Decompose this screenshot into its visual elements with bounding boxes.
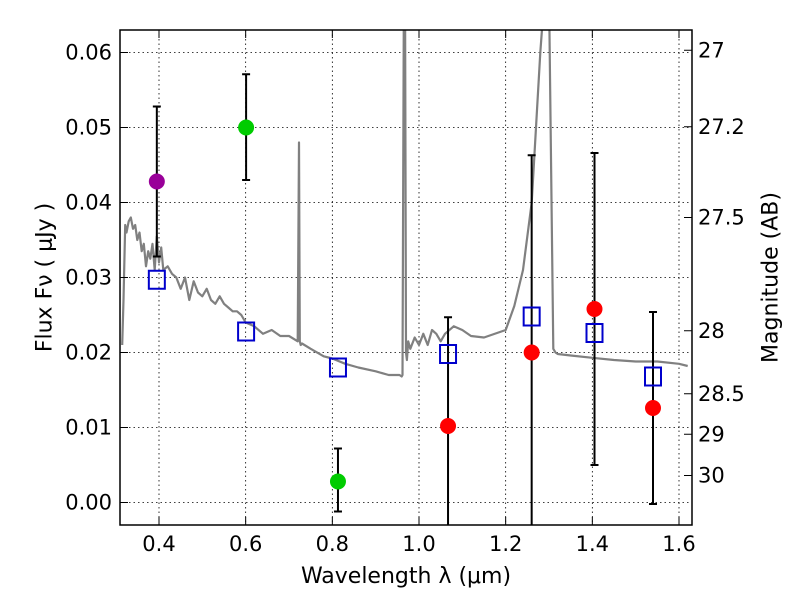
y-tick-label: 0.03 bbox=[65, 266, 112, 290]
magnitude-tick-label: 30 bbox=[698, 464, 725, 488]
x-tick-label: 0.4 bbox=[142, 532, 175, 556]
magnitude-tick-label: 27 bbox=[698, 38, 725, 62]
y-tick-label: 0.05 bbox=[65, 116, 112, 140]
magnitude-tick-label: 28 bbox=[698, 319, 725, 343]
x-tick-label: 0.6 bbox=[229, 532, 262, 556]
x-tick-label: 1.2 bbox=[489, 532, 522, 556]
observed-flux-markers bbox=[148, 119, 661, 490]
magnitude-tick-labels: 27 27.2 27.5 28 28.5 29 30 bbox=[698, 38, 745, 487]
x-tick-label: 1.0 bbox=[402, 532, 435, 556]
observed-flux-point bbox=[586, 301, 603, 317]
observed-flux-point bbox=[238, 119, 255, 136]
model-spectrum-line bbox=[121, 30, 688, 378]
magnitude-tick-label: 27.5 bbox=[698, 206, 745, 230]
x-tick-labels: 0.4 0.6 0.8 1.0 1.2 1.4 1.6 bbox=[142, 532, 695, 556]
model-flux-square bbox=[644, 366, 662, 387]
model-flux-square bbox=[328, 357, 347, 378]
y-tick-label: 0.02 bbox=[65, 341, 112, 365]
grid-lines bbox=[120, 30, 692, 525]
model-photometry-markers bbox=[147, 269, 662, 387]
model-flux-square bbox=[585, 323, 604, 343]
y-tick-labels: 0.00 0.01 0.02 0.03 0.04 0.05 0.06 bbox=[65, 41, 112, 515]
observed-flux-point bbox=[645, 400, 661, 416]
magnitude-axis-title: Magnitude (AB) bbox=[759, 192, 784, 363]
model-flux-square bbox=[522, 306, 541, 327]
y-tick-label: 0.06 bbox=[65, 41, 112, 65]
x-axis-title: Wavelength λ (μm) bbox=[301, 564, 511, 589]
observed-flux-point bbox=[148, 173, 165, 190]
observed-flux-point bbox=[329, 473, 346, 490]
observed-flux-point bbox=[440, 418, 457, 434]
x-tick-label: 1.6 bbox=[662, 532, 695, 556]
magnitude-tick-label: 28.5 bbox=[698, 382, 745, 406]
x-tick-label: 0.8 bbox=[316, 532, 349, 556]
y-axis-title: Flux Fν ( μJy ) bbox=[33, 203, 58, 352]
model-flux-square bbox=[147, 269, 166, 290]
y-tick-label: 0.01 bbox=[65, 416, 112, 440]
magnitude-tick-label: 27.2 bbox=[698, 115, 745, 139]
axis-ticks bbox=[120, 30, 692, 525]
model-flux-square bbox=[439, 344, 458, 364]
model-flux-square bbox=[237, 321, 256, 342]
y-tick-label: 0.04 bbox=[65, 191, 112, 215]
plot-area bbox=[121, 30, 688, 525]
x-tick-label: 1.4 bbox=[576, 532, 609, 556]
magnitude-tick-label: 29 bbox=[698, 422, 725, 446]
y-tick-label: 0.00 bbox=[65, 491, 112, 515]
observed-flux-point bbox=[523, 344, 540, 361]
